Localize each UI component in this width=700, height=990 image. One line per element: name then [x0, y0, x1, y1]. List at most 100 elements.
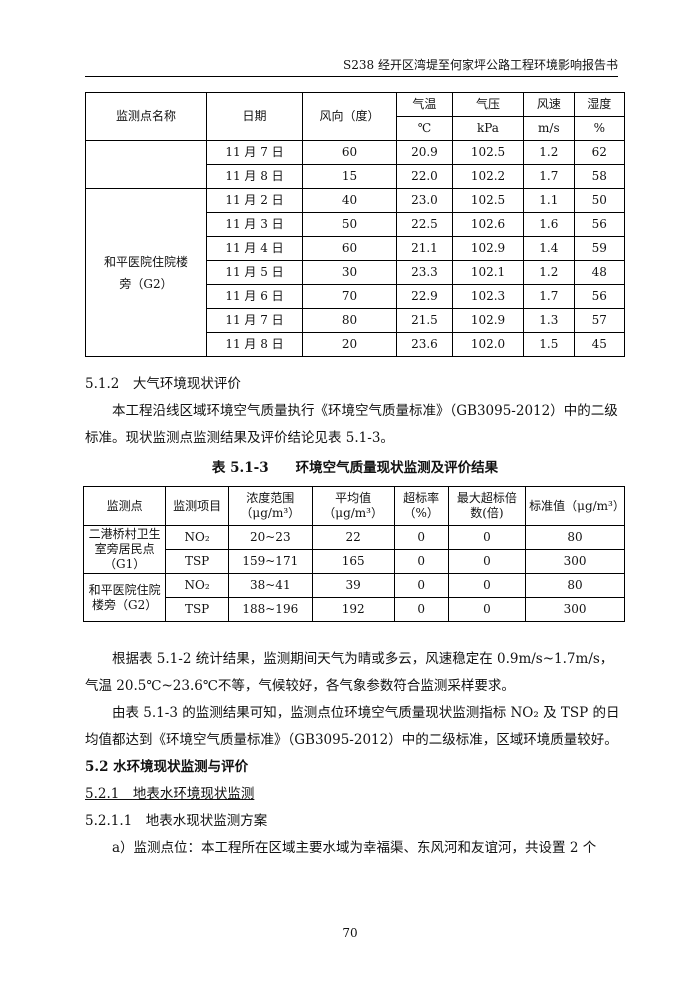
table-row: 11 月 8 日 15 22.0 102.2 1.7 58 [86, 164, 626, 189]
unit-cell: kPa [451, 116, 525, 141]
section-heading-5-2: 5.2 水环境现状监测与评价 [85, 759, 249, 775]
table-cell: 1.7 [523, 164, 575, 189]
site-cell: 和平医院住院楼旁（G2） [85, 188, 207, 357]
table-cell: 102.6 [451, 212, 525, 237]
site-cell: 和平医院住院楼旁（G2） [82, 573, 167, 622]
table-cell: 30 [302, 260, 397, 285]
header-cell: 风速 [523, 92, 575, 117]
table-cell: 60 [302, 140, 397, 165]
table-cell: TSP [165, 597, 229, 622]
header-cell: 湿度 [573, 92, 626, 117]
page-body: 监测点名称 日期 风向（度） 气温 气压 风速 湿度 ℃ kPa m/s% 11 月 7 日 60 20… [82, 92, 626, 862]
table-cell: 1.7 [523, 284, 575, 309]
table-cell: 0 [447, 525, 527, 550]
table-cell: 80 [525, 525, 625, 550]
table-cell: 39 [311, 573, 395, 598]
table-cell: 50 [573, 188, 626, 213]
header-cell: 气压 [451, 92, 525, 117]
table-row: 和平医院住院楼旁（G2） 11 月 2 日 40 23.0 102.5 1.1 50 [85, 188, 626, 357]
page-number: 70 [342, 926, 358, 940]
section-heading-5-2-1-1: 5.2.1.1 地表水现状监测方案 [85, 813, 268, 829]
paragraph: 本工程沿线区域环境空气质量执行《环境空气质量标准》（GB3095-2012）中的… [85, 403, 618, 446]
table-cell: 102.9 [451, 236, 525, 261]
section-heading-5-1-2: 5.1.2 大气环境现状评价 [85, 376, 241, 392]
table-row: TSP 159~171 165 0 0 300 [84, 549, 625, 574]
header-cell: 监测点名称 [85, 92, 207, 141]
table-cell: 102.2 [451, 164, 525, 189]
unit-cell: ℃ [396, 116, 453, 141]
header-cell: 超标率（%） [393, 486, 449, 526]
table-cell: 0 [393, 525, 449, 550]
table-cell: 20.9 [396, 140, 453, 165]
table-cell: 40 [302, 188, 397, 213]
table-cell: 0 [447, 597, 527, 622]
table-cell: 11 月 8 日 [206, 332, 303, 357]
header-cell: 日期 [206, 92, 303, 141]
table-cell: 11 月 8 日 [206, 164, 303, 189]
running-header: S238 经开区湾堤至何家坪公路工程环境影响报告书 [85, 56, 618, 77]
air-quality-table: 监测点 监测项目 浓度范围（μg/m³） 平均值（μg/m³） 超标率（%） 最大超标倍数… [82, 486, 625, 622]
table-cell: 20~23 [227, 525, 313, 550]
table-cell: 0 [447, 549, 527, 574]
meteorology-table: 监测点名称 日期 风向（度） 气温 气压 风速 湿度 ℃ kPa m/s% 11 月 7 日 60 20… [85, 92, 626, 357]
header-cell: 浓度范围（μg/m³） [227, 486, 313, 526]
table-cell: 102.5 [451, 188, 525, 213]
unit-cell: % [573, 116, 626, 141]
table-cell: 159~171 [227, 549, 313, 574]
site-cell: 二港桥村卫生室旁居民点（G1） [82, 525, 167, 574]
table-cell: 21.1 [396, 236, 453, 261]
table-cell: 11 月 7 日 [206, 308, 303, 333]
table-cell: 70 [302, 284, 397, 309]
table-row: 11 月 7 日 80 21.5 102.9 1.3 57 [86, 308, 626, 333]
table-cell: 22 [311, 525, 395, 550]
table-cell: 60 [302, 236, 397, 261]
table-cell: 0 [393, 573, 449, 598]
table-cell: 11 月 6 日 [206, 284, 303, 309]
site-cell [85, 140, 207, 189]
table-cell: 22.5 [396, 212, 453, 237]
table-cell: 1.1 [523, 188, 575, 213]
table-cell: 20 [302, 332, 397, 357]
header-cell: 风向（度） [302, 92, 397, 141]
table-row: TSP 188~196 192 0 0 300 [84, 597, 625, 622]
header-cell: 气温 [396, 92, 453, 117]
table-cell: 300 [525, 549, 625, 574]
table-cell: 23.3 [396, 260, 453, 285]
table-caption: 表 5.1-3 环境空气质量现状监测及评价结果 [211, 460, 499, 476]
table-cell: 102.9 [451, 308, 525, 333]
table-cell: TSP [165, 549, 229, 574]
table-cell: 62 [573, 140, 626, 165]
table-cell: 1.2 [523, 140, 575, 165]
table-cell: 15 [302, 164, 397, 189]
table-cell: 11 月 2 日 [206, 188, 303, 213]
table-cell: 11 月 5 日 [206, 260, 303, 285]
table-cell: 22.9 [396, 284, 453, 309]
table-row: 二港桥村卫生室旁居民点（G1） NO₂ 20~23 22 0 0 80 [82, 525, 625, 574]
paragraph: 由表 5.1-3 的监测结果可知，监测点位环境空气质量现状监测指标 NO₂ 及 … [85, 705, 620, 748]
table-cell: 11 月 4 日 [206, 236, 303, 261]
header-row: 监测点名称 日期 风向（度） 气温 气压 风速 湿度 [85, 92, 626, 141]
table-cell: 0 [447, 573, 527, 598]
header-row: 监测点 监测项目 浓度范围（μg/m³） 平均值（μg/m³） 超标率（%） 最大超标倍数… [82, 486, 625, 526]
header-cell: 标准值（μg/m³） [525, 486, 625, 526]
table-row: 11 月 8 日 20 23.6 102.0 1.5 45 [86, 332, 626, 357]
table-cell: 48 [573, 260, 626, 285]
paragraph: a）监测点位：本工程所在区域主要水域为幸福渠、东风河和友谊河，共设置 2 个 [112, 840, 597, 856]
table-cell: 188~196 [227, 597, 313, 622]
header-cell: 平均值（μg/m³） [311, 486, 395, 526]
table-cell: 165 [311, 549, 395, 574]
table-cell: 22.0 [396, 164, 453, 189]
table-cell: 102.0 [451, 332, 525, 357]
table-cell: NO₂ [165, 573, 229, 598]
table-cell: 300 [525, 597, 625, 622]
section-heading-5-2-1: 5.2.1 地表水环境现状监测 [85, 786, 255, 802]
table-cell: NO₂ [165, 525, 229, 550]
table-cell: 58 [573, 164, 626, 189]
table-cell: 56 [573, 284, 626, 309]
table-cell: 102.5 [451, 140, 525, 165]
table-cell: 102.3 [451, 284, 525, 309]
table-cell: 45 [573, 332, 626, 357]
table-cell: 11 月 7 日 [206, 140, 303, 165]
table-cell: 11 月 3 日 [206, 212, 303, 237]
